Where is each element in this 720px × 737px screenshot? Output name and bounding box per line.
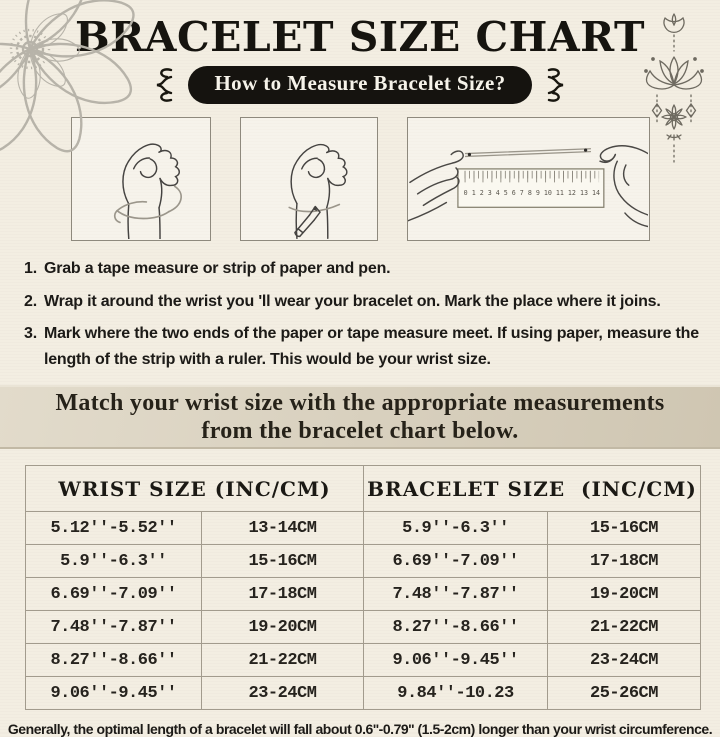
bracelet-inch-cell: 9.06''-9.45''	[363, 643, 548, 678]
instruction-number: 1.	[24, 260, 37, 277]
wrist-inch-cell: 6.69''-7.09''	[25, 577, 202, 612]
table-row: 6.69''-7.09'' 17-18CM 7.48''-7.87'' 19-2…	[25, 577, 701, 612]
badge-row: How to Measure Bracelet Size?	[0, 64, 720, 106]
wrist-cm-cell: 23-24CM	[201, 676, 364, 711]
bracelet-cm-cell: 17-18CM	[547, 544, 701, 579]
bracelet-cm-cell: 23-24CM	[547, 643, 701, 678]
bracelet-inch-cell: 5.9''-6.3''	[363, 511, 548, 546]
step1-illustration-box	[70, 117, 211, 241]
instruction-list: 1. Grab a tape measure or strip of paper…	[0, 256, 720, 372]
instruction-item-2: 2. Wrap it around the wrist you 'll wear…	[24, 289, 708, 315]
instruction-number: 2.	[24, 292, 37, 310]
wrist-inch-cell: 5.12''-5.52''	[25, 511, 202, 546]
flourish-left-icon	[157, 68, 173, 102]
instruction-item-3: 3. Mark where the two ends of the paper …	[24, 321, 708, 372]
bracelet-inch-cell: 8.27''-8.66''	[363, 610, 548, 645]
ruler-numbers: 0 1 2 3 4 5 6 7 8 9 10 11 12 13 14	[463, 189, 599, 197]
instruction-text: Grab a tape measure or strip of paper an…	[43, 260, 391, 277]
page-title: BRACELET SIZE CHART	[74, 13, 646, 61]
bracelet-inch-cell: 7.48''-7.87''	[363, 577, 548, 612]
match-size-banner: Match your wrist size with the appropria…	[0, 385, 720, 450]
step3-illustration-box: 0 1 2 3 4 5 6 7 8 9 10 11 12 13 14	[406, 117, 650, 241]
wrist-inch-cell: 8.27''-8.66''	[25, 643, 202, 678]
wrist-cm-cell: 13-14CM	[201, 511, 364, 546]
footer-note: Generally, the optimal length of a brace…	[7, 721, 713, 737]
flourish-right-icon	[547, 68, 563, 102]
wrist-inch-cell: 5.9''-6.3''	[25, 544, 202, 579]
bracelet-cm-cell: 21-22CM	[547, 610, 701, 645]
table-header-row: WRIST SIZE (INC/CM) BRACELET SIZE (INC/C…	[25, 465, 701, 513]
table-row: 7.48''-7.87'' 19-20CM 8.27''-8.66'' 21-2…	[25, 610, 701, 645]
bracelet-size-header: BRACELET SIZE (INC/CM)	[363, 465, 701, 513]
table-row: 9.06''-9.45'' 23-24CM 9.84''-10.23 25-26…	[25, 676, 701, 711]
bracelet-inch-cell: 9.84''-10.23	[363, 676, 548, 711]
wrist-cm-cell: 17-18CM	[201, 577, 364, 612]
fist-tape-illustration	[113, 143, 182, 239]
instruction-item-1: 1. Grab a tape measure or strip of paper…	[24, 256, 708, 282]
bracelet-cm-cell: 25-26CM	[547, 676, 701, 711]
instruction-text: Wrap it around the wrist you 'll wear yo…	[43, 292, 661, 310]
bracelet-cm-cell: 19-20CM	[547, 577, 701, 612]
how-to-measure-badge: How to Measure Bracelet Size?	[188, 66, 532, 104]
step2-illustration-box	[239, 117, 378, 241]
table-row: 5.12''-5.52'' 13-14CM 5.9''-6.3'' 15-16C…	[25, 511, 701, 546]
instruction-text: Mark where the two ends of the paper or …	[43, 325, 699, 368]
wrist-inch-cell: 9.06''-9.45''	[25, 676, 202, 711]
instruction-number: 3.	[24, 325, 37, 343]
fist-pen-illustration	[287, 144, 348, 239]
ruler-measure-illustration: 0 1 2 3 4 5 6 7 8 9 10 11 12 13 14	[407, 145, 648, 228]
wrist-inch-cell: 7.48''-7.87''	[25, 610, 202, 645]
size-chart-table: WRIST SIZE (INC/CM) BRACELET SIZE (INC/C…	[25, 465, 701, 711]
banner-line-1: Match your wrist size with the appropria…	[55, 390, 665, 417]
table-row: 5.9''-6.3'' 15-16CM 6.69''-7.09'' 17-18C…	[25, 544, 701, 579]
wrist-size-header: WRIST SIZE (INC/CM)	[25, 465, 364, 513]
wrist-cm-cell: 19-20CM	[201, 610, 364, 645]
wrist-cm-cell: 21-22CM	[201, 643, 364, 678]
banner-line-2: from the bracelet chart below.	[201, 418, 519, 445]
bracelet-cm-cell: 15-16CM	[547, 511, 701, 546]
bracelet-inch-cell: 6.69''-7.09''	[363, 544, 548, 579]
measuring-steps-illustrations: 0 1 2 3 4 5 6 7 8 9 10 11 12 13 14	[0, 117, 720, 241]
table-row: 8.27''-8.66'' 21-22CM 9.06''-9.45'' 23-2…	[25, 643, 701, 678]
wrist-cm-cell: 15-16CM	[201, 544, 364, 579]
